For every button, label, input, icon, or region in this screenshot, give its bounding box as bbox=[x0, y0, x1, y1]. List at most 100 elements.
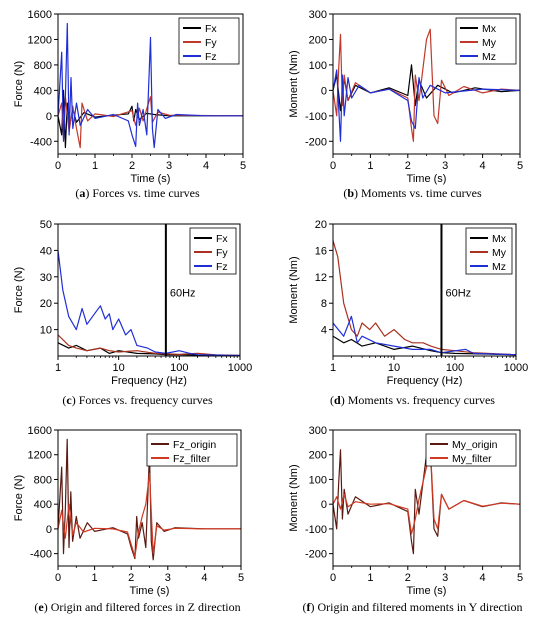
legend-label-My: My bbox=[492, 247, 507, 259]
y-axis-label: Moment (Nm) bbox=[288, 256, 300, 323]
legend-label-Fz_filter: Fz_filter bbox=[173, 453, 211, 465]
x-axis-label: Frequency (Hz) bbox=[387, 375, 463, 387]
x-tick-label: 3 bbox=[442, 572, 448, 584]
y-tick-label: 1600 bbox=[28, 425, 52, 437]
series-line-Mx bbox=[333, 335, 516, 356]
y-tick-label: -100 bbox=[305, 111, 327, 123]
y-tick-label: -400 bbox=[30, 136, 52, 148]
x-tick-label: 100 bbox=[446, 362, 464, 374]
series-line-My bbox=[333, 28, 520, 142]
x-tick-label: 5 bbox=[240, 160, 246, 172]
y-tick-label: 1200 bbox=[28, 34, 52, 46]
x-tick-label: 100 bbox=[170, 362, 188, 374]
y-tick-label: 400 bbox=[34, 499, 52, 511]
chart-b: 0 1 2 3 4 5 -200 -100 0 100 200 300 Time (s) Moment (… bbox=[288, 9, 523, 185]
x-tick-label: 10 bbox=[113, 362, 125, 374]
legend-label-Mz: Mz bbox=[482, 51, 496, 63]
x-tick-label: 2 bbox=[128, 572, 134, 584]
x-tick-label: 0 bbox=[330, 572, 336, 584]
x-tick-label: 3 bbox=[165, 572, 171, 584]
x-tick-label: 1000 bbox=[504, 362, 528, 374]
x-tick-label: 4 bbox=[203, 160, 209, 172]
x-tick-label: 5 bbox=[238, 572, 244, 584]
series-line-My_filter bbox=[333, 444, 520, 535]
x-tick-label: 3 bbox=[442, 160, 448, 172]
legend-label-Mx: Mx bbox=[492, 233, 507, 245]
x-tick-label: 0 bbox=[55, 160, 61, 172]
series-group bbox=[333, 240, 516, 356]
y-tick-label: 20 bbox=[315, 219, 327, 231]
cutoff-annotation: 60Hz bbox=[445, 288, 471, 300]
legend-label-Fz_origin: Fz_origin bbox=[173, 439, 216, 451]
x-tick-label: 2 bbox=[405, 572, 411, 584]
legend-label-My: My bbox=[482, 37, 497, 49]
x-axis-label: Frequency (Hz) bbox=[111, 375, 187, 387]
y-tick-label: 1600 bbox=[28, 9, 52, 21]
chart-f: 0 1 2 3 4 5 -200 -100 0 100 200 300 Time (s) Moment (… bbox=[288, 425, 523, 597]
y-axis-label: Moment (Nm) bbox=[288, 50, 300, 117]
y-tick-label: 8 bbox=[321, 298, 327, 310]
plot-frame bbox=[57, 223, 241, 357]
legend-label-Fy: Fy bbox=[205, 37, 217, 49]
series-group bbox=[58, 250, 240, 356]
x-tick-label: 10 bbox=[388, 362, 400, 374]
y-tick-label: 0 bbox=[321, 85, 327, 97]
y-tick-label: 10 bbox=[40, 325, 52, 337]
y-tick-label: 20 bbox=[40, 298, 52, 310]
y-tick-label: 4 bbox=[321, 325, 327, 337]
chart-d: 1 10 100 1000 4 8 12 16 20 Frequency (Hz) Moment (… bbox=[288, 219, 528, 387]
x-tick-label: 5 bbox=[517, 572, 523, 584]
x-tick-label: 0 bbox=[330, 160, 336, 172]
y-tick-label: 800 bbox=[34, 60, 52, 72]
y-tick-label: 100 bbox=[309, 60, 327, 72]
y-tick-label: 0 bbox=[46, 111, 52, 123]
legend-box bbox=[146, 433, 238, 467]
series-line-Fz bbox=[58, 250, 240, 356]
x-tick-label: 0 bbox=[55, 572, 61, 584]
x-tick-label: 1 bbox=[367, 572, 373, 584]
x-axis-label: Time (s) bbox=[130, 585, 170, 597]
y-axis-label: Force (N) bbox=[13, 267, 25, 313]
y-tick-label: 40 bbox=[40, 245, 52, 257]
caption-d: (d) Moments vs. frequency curves bbox=[330, 393, 495, 407]
legend-label-Fx: Fx bbox=[205, 23, 217, 35]
x-tick-label: 5 bbox=[517, 160, 523, 172]
caption-f: (f) Origin and filtered moments in Y dir… bbox=[302, 600, 523, 614]
y-axis-label: Moment (Nm) bbox=[288, 464, 300, 531]
y-tick-label: 1200 bbox=[28, 450, 52, 462]
legend-label-Fx: Fx bbox=[216, 233, 228, 245]
plot-frame bbox=[57, 13, 244, 155]
y-tick-label: 800 bbox=[34, 474, 52, 486]
series-line-Fz bbox=[58, 22, 243, 149]
series-group bbox=[58, 438, 241, 561]
caption-a: (a) Forces vs. time curves bbox=[75, 186, 200, 200]
x-tick-label: 1 bbox=[55, 362, 61, 374]
y-tick-label: 400 bbox=[34, 85, 52, 97]
x-axis-label: Time (s) bbox=[407, 585, 447, 597]
x-tick-label: 4 bbox=[480, 160, 486, 172]
series-line-Mx bbox=[333, 64, 520, 112]
x-tick-label: 4 bbox=[480, 572, 486, 584]
y-tick-label: 0 bbox=[321, 499, 327, 511]
plot-frame bbox=[332, 429, 521, 567]
x-tick-label: 1000 bbox=[228, 362, 252, 374]
y-axis-label: Force (N) bbox=[13, 475, 25, 521]
series-line-My bbox=[333, 240, 516, 356]
legend-label-Mx: Mx bbox=[482, 23, 497, 35]
y-tick-label: 300 bbox=[309, 425, 327, 437]
chart-c: 1 10 100 1000 10 20 30 40 50 Frequency (Hz) Force … bbox=[13, 219, 252, 387]
x-axis-label: Time (s) bbox=[407, 173, 447, 185]
legend-label-My_filter: My_filter bbox=[452, 453, 492, 465]
y-tick-label: 50 bbox=[40, 219, 52, 231]
y-tick-label: 30 bbox=[40, 272, 52, 284]
x-tick-label: 1 bbox=[367, 160, 373, 172]
y-tick-label: 16 bbox=[315, 245, 327, 257]
y-tick-label: 200 bbox=[309, 450, 327, 462]
y-tick-label: 300 bbox=[309, 9, 327, 21]
x-tick-label: 1 bbox=[92, 160, 98, 172]
x-tick-label: 3 bbox=[166, 160, 172, 172]
y-tick-label: 0 bbox=[46, 524, 52, 536]
legend-label-My_origin: My_origin bbox=[452, 439, 498, 451]
